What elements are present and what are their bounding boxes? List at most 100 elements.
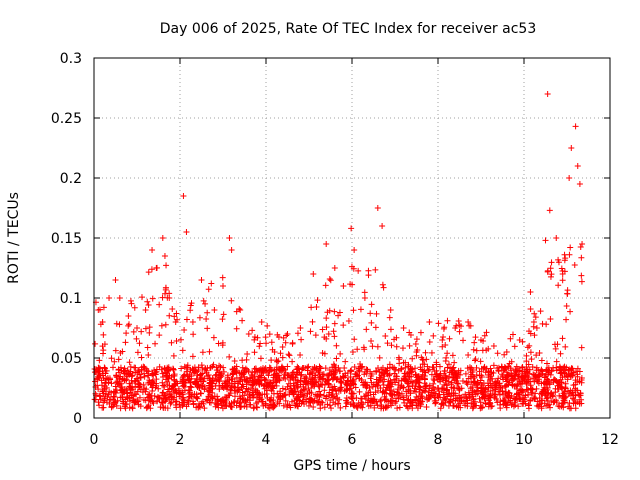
data-point	[370, 398, 377, 405]
data-point	[118, 384, 125, 391]
data-point	[326, 307, 333, 314]
data-point	[389, 397, 396, 404]
data-point	[373, 310, 380, 317]
data-point	[579, 241, 586, 247]
data-point	[489, 387, 496, 394]
data-point	[295, 383, 302, 390]
data-point	[355, 267, 362, 274]
data-point	[202, 300, 209, 307]
data-point	[249, 327, 256, 334]
data-point	[533, 352, 540, 359]
data-point	[566, 390, 573, 397]
data-point	[259, 398, 266, 405]
data-point	[243, 381, 250, 388]
data-point	[228, 247, 235, 253]
data-point	[511, 343, 518, 350]
data-point	[179, 347, 186, 354]
data-point	[185, 401, 192, 408]
data-point	[552, 389, 559, 396]
data-point	[176, 391, 183, 398]
data-point	[319, 326, 326, 333]
data-point	[184, 362, 191, 369]
data-point	[527, 349, 534, 356]
data-point	[113, 374, 120, 381]
data-point	[442, 358, 449, 365]
data-point	[528, 356, 535, 363]
data-point	[316, 383, 323, 390]
data-point	[186, 376, 193, 383]
data-point	[509, 331, 516, 338]
data-point	[274, 331, 281, 338]
data-point	[487, 365, 494, 372]
data-point	[574, 373, 581, 380]
data-point	[337, 404, 344, 411]
data-point	[340, 374, 347, 381]
data-point	[341, 365, 348, 372]
data-point	[206, 375, 213, 382]
data-point	[321, 387, 328, 394]
data-point	[132, 391, 139, 398]
data-point	[300, 392, 307, 399]
data-point	[307, 396, 314, 403]
data-point	[363, 390, 370, 397]
data-point	[578, 344, 585, 351]
data-point	[266, 396, 273, 403]
data-point	[387, 364, 394, 371]
data-point	[210, 334, 217, 341]
data-point	[122, 370, 129, 377]
data-point	[422, 349, 429, 356]
data-point	[395, 354, 402, 361]
data-point	[563, 316, 570, 323]
data-point	[291, 397, 298, 404]
data-point	[320, 392, 327, 399]
data-point	[400, 384, 407, 391]
data-point	[220, 384, 227, 391]
data-point	[444, 364, 451, 371]
data-point	[129, 372, 136, 379]
data-point	[231, 393, 238, 400]
y-tick-label: 0.05	[51, 351, 82, 367]
data-point	[369, 343, 376, 350]
data-point	[508, 377, 515, 384]
data-point	[151, 367, 158, 374]
data-point	[523, 352, 530, 359]
data-point	[331, 265, 338, 271]
data-point	[413, 349, 420, 355]
data-point	[444, 317, 451, 324]
data-point	[393, 373, 400, 380]
data-point	[387, 307, 394, 313]
data-point	[308, 384, 315, 391]
data-point	[559, 335, 566, 342]
data-point	[181, 383, 188, 390]
data-point	[149, 247, 156, 253]
data-point	[207, 365, 214, 372]
data-point	[363, 326, 370, 333]
data-point	[456, 328, 463, 335]
data-point	[134, 325, 140, 331]
data-point	[216, 378, 223, 385]
y-tick-label: 0.1	[60, 291, 82, 307]
data-point	[414, 376, 421, 383]
data-point	[192, 381, 199, 388]
data-point	[218, 373, 225, 380]
data-point	[343, 381, 350, 388]
data-point	[267, 397, 274, 404]
data-point	[436, 363, 443, 370]
data-point	[92, 340, 99, 347]
data-point	[201, 386, 208, 393]
data-point	[130, 395, 137, 402]
data-point	[231, 398, 238, 405]
data-point	[257, 377, 264, 384]
data-point	[298, 400, 305, 407]
data-point	[417, 403, 424, 410]
data-point	[246, 401, 253, 408]
data-point	[144, 298, 151, 305]
data-point	[206, 399, 213, 406]
data-point	[374, 343, 381, 350]
data-point	[266, 331, 273, 338]
data-point	[162, 396, 169, 403]
data-point	[327, 397, 334, 404]
data-point	[451, 359, 458, 366]
data-point	[555, 282, 562, 289]
data-point	[502, 364, 509, 371]
